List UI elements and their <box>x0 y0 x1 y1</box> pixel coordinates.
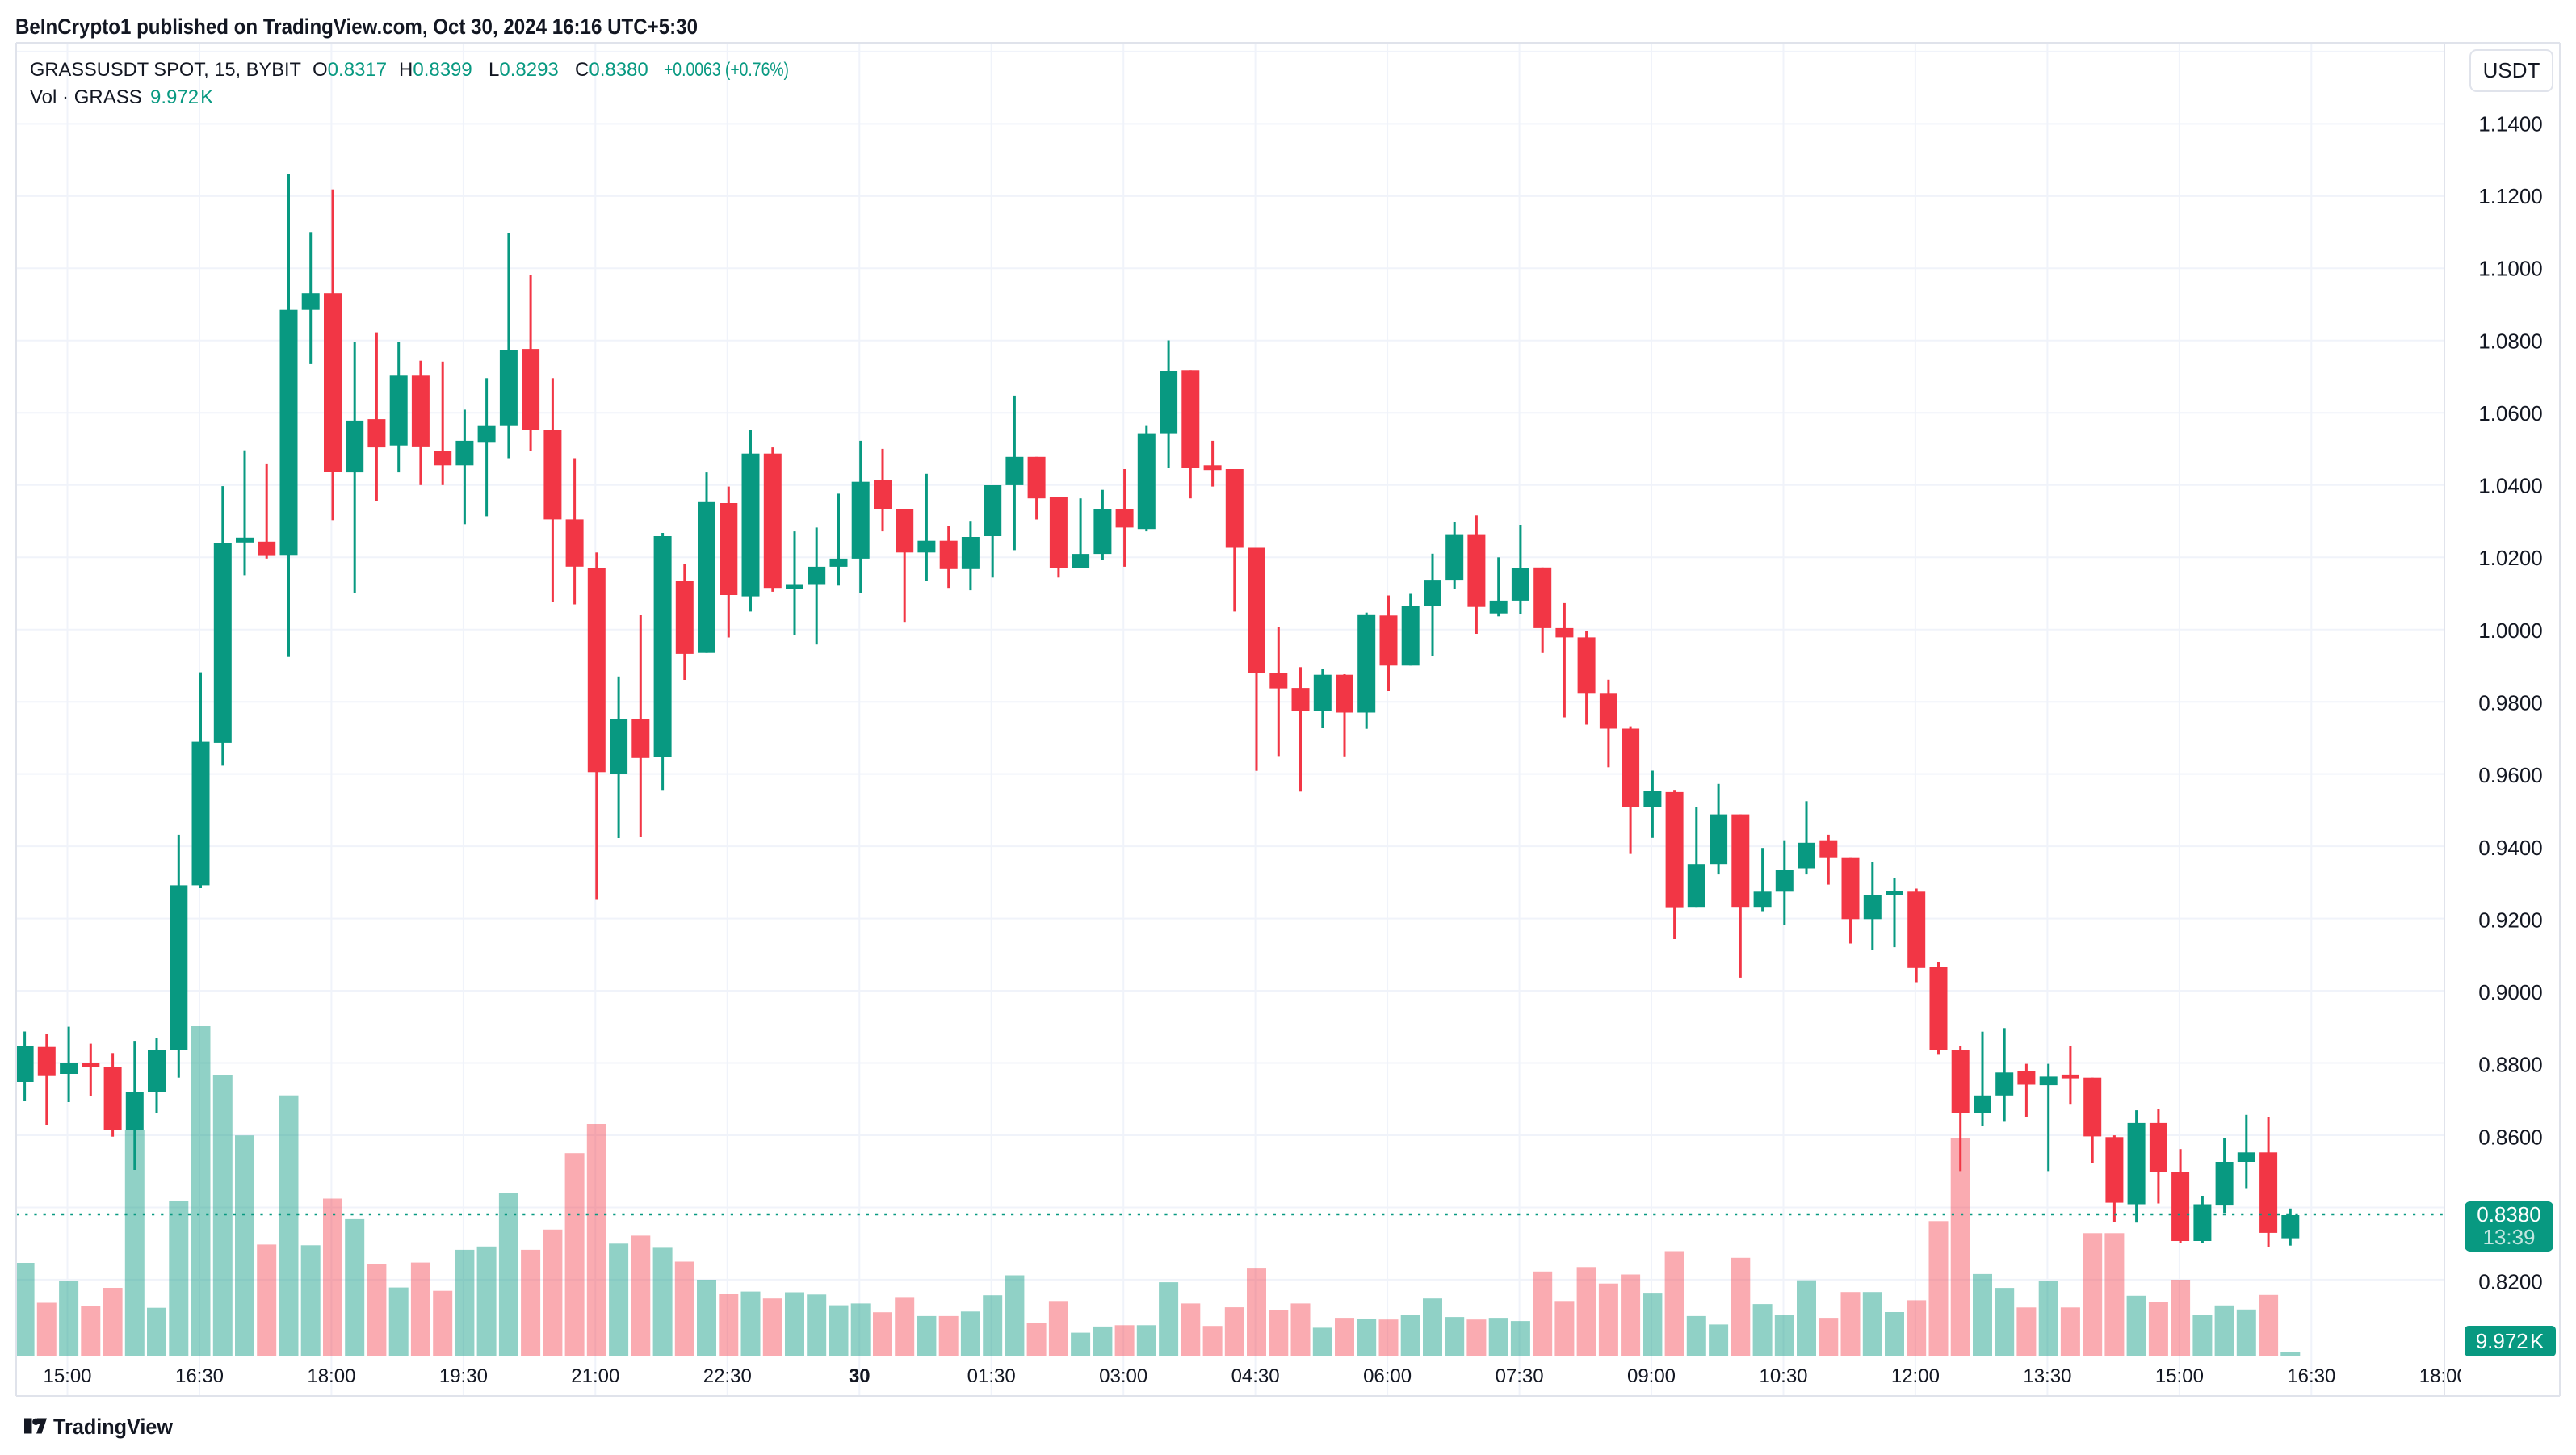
svg-text:01:30: 01:30 <box>967 1365 1016 1387</box>
svg-text:07:30: 07:30 <box>1496 1365 1544 1387</box>
svg-text:10:30: 10:30 <box>1759 1365 1807 1387</box>
svg-text:15:00: 15:00 <box>2155 1365 2204 1387</box>
svg-text:Vol · GRASS: Vol · GRASS <box>30 86 142 108</box>
svg-text:1.0000: 1.0000 <box>2478 618 2543 643</box>
svg-text:9.972 K: 9.972 K <box>150 86 213 108</box>
svg-text:19:30: 19:30 <box>439 1365 488 1387</box>
svg-text:1.0800: 1.0800 <box>2478 329 2543 353</box>
svg-text:USDT: USDT <box>2483 58 2540 82</box>
svg-text:18:00: 18:00 <box>2419 1365 2468 1387</box>
svg-text:0.8800: 0.8800 <box>2478 1053 2543 1077</box>
svg-text:12:00: 12:00 <box>1891 1365 1940 1387</box>
svg-text:TradingView: TradingView <box>53 1415 174 1439</box>
svg-text:1.0400: 1.0400 <box>2478 474 2543 498</box>
svg-text:0.9800: 0.9800 <box>2478 691 2543 715</box>
svg-text:L0.8293: L0.8293 <box>489 59 559 81</box>
svg-text:09:00: 09:00 <box>1627 1365 1676 1387</box>
svg-text:H0.8399: H0.8399 <box>399 59 472 81</box>
svg-text:16:30: 16:30 <box>175 1365 224 1387</box>
svg-text:0.9000: 0.9000 <box>2478 980 2543 1004</box>
svg-text:C0.8380: C0.8380 <box>575 59 648 81</box>
svg-text:21:00: 21:00 <box>571 1365 619 1387</box>
svg-text:1.1000: 1.1000 <box>2478 257 2543 281</box>
svg-text:0.8380: 0.8380 <box>2477 1202 2541 1226</box>
svg-text:22:30: 22:30 <box>703 1365 752 1387</box>
svg-text:1.0200: 1.0200 <box>2478 546 2543 570</box>
svg-text:13:39: 13:39 <box>2482 1225 2535 1249</box>
svg-text:0.9400: 0.9400 <box>2478 836 2543 860</box>
svg-text:1.1200: 1.1200 <box>2478 184 2543 208</box>
svg-text:BeInCrypto1 published on Tradi: BeInCrypto1 published on TradingView.com… <box>15 15 698 39</box>
svg-text:30: 30 <box>849 1365 871 1387</box>
svg-text:0.9200: 0.9200 <box>2478 908 2543 932</box>
svg-text:0.8600: 0.8600 <box>2478 1125 2543 1149</box>
svg-text:+0.0063 (+0.76%): +0.0063 (+0.76%) <box>664 59 789 81</box>
svg-text:9.972 K: 9.972 K <box>2476 1329 2545 1353</box>
svg-text:0.9600: 0.9600 <box>2478 763 2543 787</box>
svg-text:06:00: 06:00 <box>1363 1365 1412 1387</box>
svg-text:16:30: 16:30 <box>2287 1365 2335 1387</box>
svg-text:1.0600: 1.0600 <box>2478 401 2543 426</box>
svg-text:13:30: 13:30 <box>2023 1365 2071 1387</box>
svg-text:04:30: 04:30 <box>1231 1365 1280 1387</box>
svg-text:03:00: 03:00 <box>1099 1365 1147 1387</box>
svg-text:15:00: 15:00 <box>43 1365 91 1387</box>
svg-text:O0.8317: O0.8317 <box>313 59 387 81</box>
svg-text:1.1400: 1.1400 <box>2478 111 2543 136</box>
svg-text:GRASSUSDT SPOT, 15, BYBIT: GRASSUSDT SPOT, 15, BYBIT <box>30 59 301 81</box>
svg-text:18:00: 18:00 <box>307 1365 355 1387</box>
svg-text:0.8200: 0.8200 <box>2478 1270 2543 1294</box>
